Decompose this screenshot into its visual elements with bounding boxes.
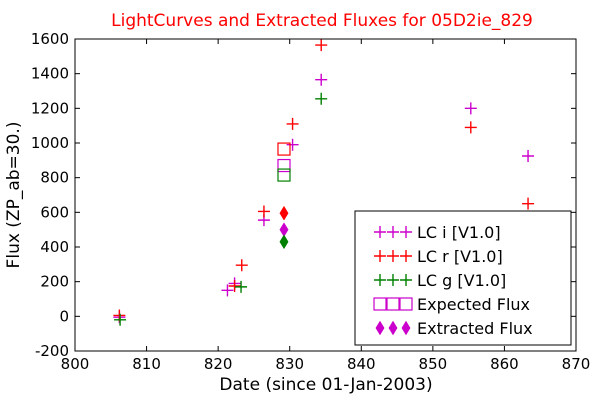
lc-i-v1-0-point — [286, 138, 299, 151]
x-tick-label: 830 — [275, 355, 304, 373]
y-tick-label: 0 — [59, 307, 69, 325]
x-tick-label: 840 — [347, 355, 376, 373]
legend-marker — [387, 226, 399, 238]
lc-r-v1-0-point — [235, 259, 248, 272]
plot-frame — [74, 38, 577, 352]
y-tick-label: 600 — [40, 203, 69, 221]
lc-r-v1-0-point — [286, 117, 299, 130]
y-tick-label: 1000 — [31, 134, 69, 152]
lc-r-v1-0-point — [522, 197, 535, 210]
expected-flux-point — [277, 168, 291, 182]
lc-i-v1-0-point — [522, 150, 535, 162]
lc-i-v1-0-point — [221, 284, 234, 297]
extracted-flux-point — [279, 205, 289, 221]
y-tick-label: 200 — [40, 273, 69, 291]
legend-marker — [388, 320, 398, 336]
x-tick-label: 820 — [204, 355, 233, 373]
y-tick-label: 1200 — [31, 99, 69, 117]
x-tick-label: 870 — [562, 355, 591, 373]
y-axis-label: Flux (ZP_ab=30.) — [4, 122, 24, 269]
legend-label: Expected Flux — [417, 295, 530, 314]
y-tick-label: 1600 — [31, 30, 69, 48]
y-tick-label: 400 — [40, 238, 69, 256]
lc-i-v1-0-point — [464, 102, 477, 115]
legend-marker — [399, 297, 413, 311]
lc-r-v1-0-point — [315, 39, 328, 52]
legend-marker — [374, 274, 386, 286]
legend-marker — [400, 226, 412, 238]
legend-marker — [400, 250, 412, 262]
legend-label: Extracted Flux — [417, 319, 533, 338]
legend-label: LC g [V1.0] — [417, 271, 506, 290]
legend-marker — [374, 250, 386, 262]
legend: LC i [V1.0] LC r [V1.0] LC g [V1.0] Expecte… — [354, 210, 572, 346]
data-marks — [113, 39, 535, 326]
lc-r-v1-0-point — [464, 121, 477, 134]
y-tick-label: -200 — [35, 342, 69, 360]
legend-marker — [387, 250, 399, 262]
lc-g-v1-0-point — [235, 280, 248, 293]
x-tick-label: 850 — [419, 355, 448, 373]
legend-label: LC i [V1.0] — [417, 223, 501, 242]
extracted-flux-point — [279, 234, 289, 250]
expected-flux-point — [277, 158, 291, 173]
legend-marker — [387, 274, 399, 286]
chart-title: LightCurves and Extracted Fluxes for 05D… — [111, 11, 533, 31]
expected-flux-point — [277, 142, 291, 156]
legend-marker — [386, 297, 400, 311]
legend-label: LC r [V1.0] — [417, 247, 503, 266]
x-tick-label: 810 — [132, 355, 161, 373]
legend-marker — [400, 274, 412, 286]
lc-g-v1-0-point — [315, 92, 328, 105]
lc-r-v1-0-point — [257, 205, 270, 218]
y-tick-label: 800 — [40, 169, 69, 187]
legend-marker — [401, 320, 411, 336]
axes: 800 810 820 830 840 850 860 870 -200 0 200 400 600 80… — [31, 30, 591, 373]
legend-marker — [373, 297, 387, 311]
lc-r-v1-0-point — [228, 280, 241, 292]
x-axis-label: Date (since 01-Jan-2003) — [219, 375, 432, 395]
legend-marker — [374, 226, 386, 238]
lc-i-v1-0-point — [315, 73, 328, 86]
y-tick-label: 1400 — [31, 65, 69, 83]
legend-box — [354, 210, 572, 346]
lc-g-v1-0-point — [114, 313, 127, 326]
x-tick-label: 800 — [61, 355, 90, 373]
x-tick-label: 860 — [490, 355, 519, 373]
legend-marker — [375, 320, 385, 336]
